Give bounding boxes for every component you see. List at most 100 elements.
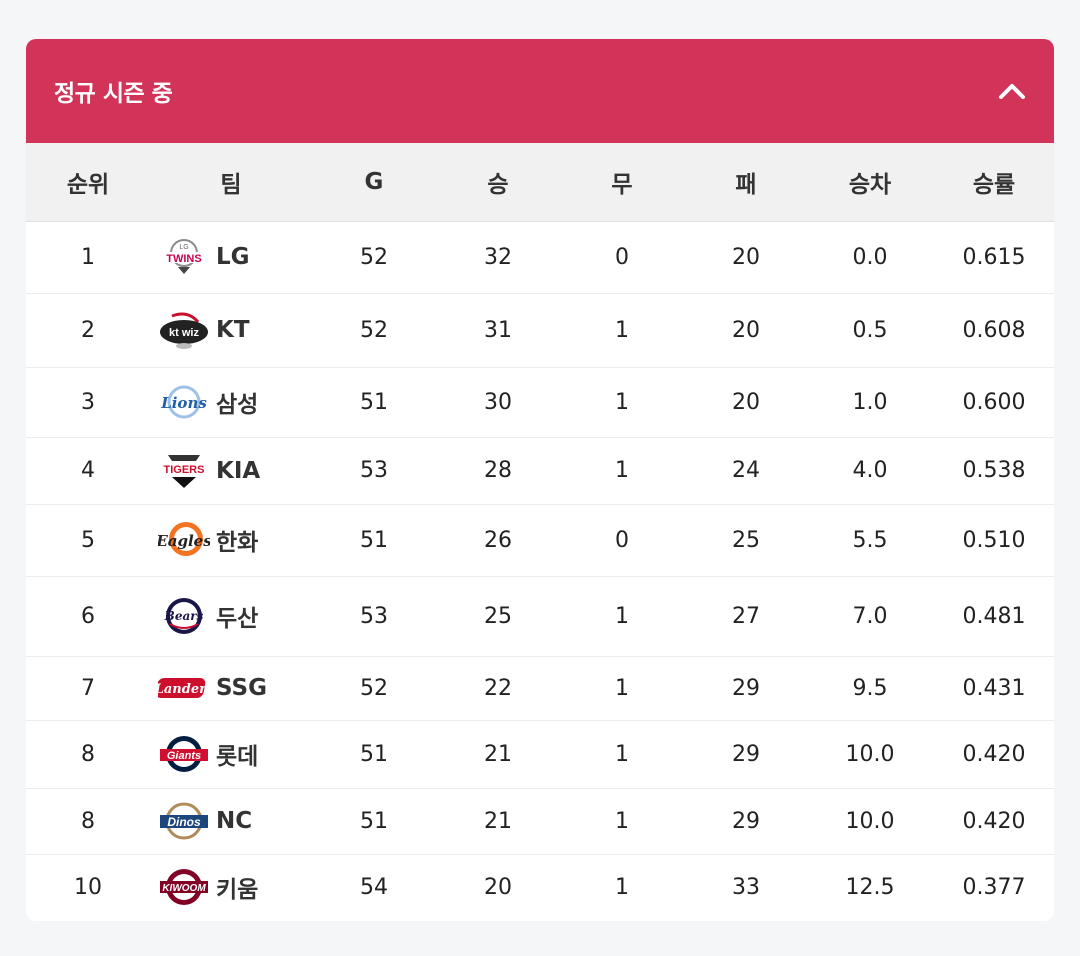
team-link[interactable]: kt wiz KT bbox=[158, 310, 312, 350]
draws-cell: 1 bbox=[560, 788, 684, 855]
table-row: 10 KIWOOM 키움 54 20 1 33 12.5 0.377 bbox=[26, 854, 1054, 920]
svg-text:Giants: Giants bbox=[167, 750, 201, 762]
team-cell: Lions 삼성 bbox=[150, 367, 312, 438]
team-name: 삼성 bbox=[216, 392, 259, 418]
samsung-lions-logo: Lions bbox=[158, 382, 210, 422]
svg-text:kt wiz: kt wiz bbox=[169, 327, 199, 339]
draws-cell: 1 bbox=[560, 720, 684, 789]
team-link[interactable]: Landers SSG bbox=[158, 668, 312, 708]
table-row: 5 Eagles 한화 51 26 0 25 5.5 0.510 bbox=[26, 504, 1054, 577]
games-behind-cell: 12.5 bbox=[845, 874, 895, 900]
losses-cell: 25 bbox=[684, 504, 808, 577]
losses-cell: 29 bbox=[684, 656, 808, 721]
wins-cell: 21 bbox=[436, 720, 560, 789]
win-pct-cell: 0.431 bbox=[932, 656, 1054, 721]
team-link[interactable]: KIWOOM 키움 bbox=[158, 867, 312, 907]
rank-cell: 7 bbox=[26, 656, 150, 721]
games-behind-cell: 4.0 bbox=[808, 437, 932, 505]
losses-cell: 20 bbox=[684, 367, 808, 438]
team-link[interactable]: Bears 두산 bbox=[158, 596, 312, 636]
team-cell: Bears 두산 bbox=[150, 576, 312, 657]
svg-text:KIWOOM: KIWOOM bbox=[162, 883, 206, 894]
games-behind-cell: 10.0 bbox=[808, 720, 932, 789]
games-cell: 53 bbox=[312, 437, 436, 505]
team-name: SSG bbox=[216, 675, 267, 701]
col-header-draws: 무 bbox=[560, 143, 684, 222]
standings-header[interactable]: 정규 시즌 중 bbox=[26, 39, 1054, 143]
col-header-games: G bbox=[312, 143, 436, 222]
team-link[interactable]: TIGERS KIA bbox=[158, 451, 312, 491]
team-name: 두산 bbox=[216, 606, 259, 632]
draws-cell: 1 bbox=[560, 367, 684, 438]
team-cell: TIGERS KIA bbox=[150, 437, 312, 505]
team-name: 한화 bbox=[216, 530, 259, 556]
wins-cell: 32 bbox=[436, 221, 560, 294]
win-pct-cell: 0.538 bbox=[932, 437, 1054, 505]
table-row: 2 kt wiz KT 52 31 1 20 0.5 0.608 bbox=[26, 293, 1054, 368]
wins-cell: 31 bbox=[436, 293, 560, 368]
draws-cell: 1 bbox=[560, 656, 684, 721]
team-name: LG bbox=[216, 244, 250, 270]
team-name: KIA bbox=[216, 457, 261, 484]
team-link[interactable]: Giants 롯데 bbox=[158, 734, 312, 774]
team-cell: Landers SSG bbox=[150, 656, 312, 721]
games-behind-cell: 10.0 bbox=[808, 788, 932, 855]
win-pct-cell: 0.615 bbox=[932, 221, 1054, 294]
losses-cell: 27 bbox=[684, 576, 808, 657]
wins-cell: 20 bbox=[484, 874, 512, 900]
wins-cell: 21 bbox=[436, 788, 560, 855]
team-link[interactable]: Dinos NC bbox=[158, 801, 312, 841]
chevron-up-icon[interactable] bbox=[996, 75, 1028, 107]
lg-twins-logo: LG TWINS bbox=[158, 237, 210, 277]
team-link[interactable]: Lions 삼성 bbox=[158, 382, 312, 422]
games-behind-cell: 1.0 bbox=[808, 367, 932, 438]
rank-cell: 1 bbox=[26, 221, 150, 294]
table-row: 8 Dinos NC 51 21 1 29 10.0 0.420 bbox=[26, 788, 1054, 855]
team-cell: Eagles 한화 bbox=[150, 504, 312, 577]
wins-cell: 30 bbox=[436, 367, 560, 438]
svg-text:Bears: Bears bbox=[164, 609, 204, 623]
svg-text:Landers: Landers bbox=[158, 682, 210, 697]
rank-cell: 5 bbox=[26, 504, 150, 577]
wins-cell: 26 bbox=[436, 504, 560, 577]
games-behind-cell: 5.5 bbox=[808, 504, 932, 577]
nc-dinos-logo: Dinos bbox=[158, 801, 210, 841]
losses-cell: 20 bbox=[684, 293, 808, 368]
table-header-row: 순위 팀 G 승 무 패 승차 승률 bbox=[26, 143, 1054, 222]
team-name: 롯데 bbox=[216, 744, 259, 770]
kt-wiz-logo: kt wiz bbox=[158, 310, 210, 350]
rank-cell: 8 bbox=[26, 788, 150, 855]
draws-cell: 1 bbox=[615, 874, 629, 900]
team-cell: LG TWINS LG bbox=[150, 221, 312, 294]
col-header-wins: 승 bbox=[436, 143, 560, 222]
team-link[interactable]: Eagles 한화 bbox=[158, 520, 312, 560]
table-row: 3 Lions 삼성 51 30 1 20 1.0 0.600 bbox=[26, 367, 1054, 438]
games-cell: 52 bbox=[312, 221, 436, 294]
team-cell: Dinos NC bbox=[150, 788, 312, 855]
games-behind-cell: 0.0 bbox=[808, 221, 932, 294]
svg-text:TWINS: TWINS bbox=[166, 253, 201, 265]
rank-cell: 8 bbox=[26, 720, 150, 789]
games-cell: 53 bbox=[312, 576, 436, 657]
draws-cell: 1 bbox=[560, 576, 684, 657]
games-cell: 51 bbox=[312, 367, 436, 438]
team-cell: KIWOOM 키움 bbox=[150, 854, 312, 920]
svg-text:Lions: Lions bbox=[160, 394, 207, 412]
wins-cell: 22 bbox=[436, 656, 560, 721]
hanwha-eagles-logo: Eagles bbox=[158, 520, 210, 560]
games-behind-cell: 0.5 bbox=[808, 293, 932, 368]
rank-cell: 2 bbox=[26, 293, 150, 368]
games-behind-cell: 9.5 bbox=[808, 656, 932, 721]
games-behind-cell: 7.0 bbox=[808, 576, 932, 657]
table-row: 1 LG TWINS LG 52 32 0 20 0.0 0.615 bbox=[26, 221, 1054, 294]
win-pct-cell: 0.377 bbox=[962, 874, 1026, 900]
kia-tigers-logo: TIGERS bbox=[158, 451, 210, 491]
col-header-rank: 순위 bbox=[26, 143, 150, 222]
standings-title: 정규 시즌 중 bbox=[54, 81, 173, 107]
col-header-losses: 패 bbox=[684, 143, 808, 222]
win-pct-cell: 0.420 bbox=[932, 788, 1054, 855]
standings-table: 순위 팀 G 승 무 패 승차 승률 1 LG TWINS LG 52 32 0 20 0… bbox=[26, 143, 1054, 920]
games-cell: 51 bbox=[312, 504, 436, 577]
team-link[interactable]: LG TWINS LG bbox=[158, 237, 312, 277]
